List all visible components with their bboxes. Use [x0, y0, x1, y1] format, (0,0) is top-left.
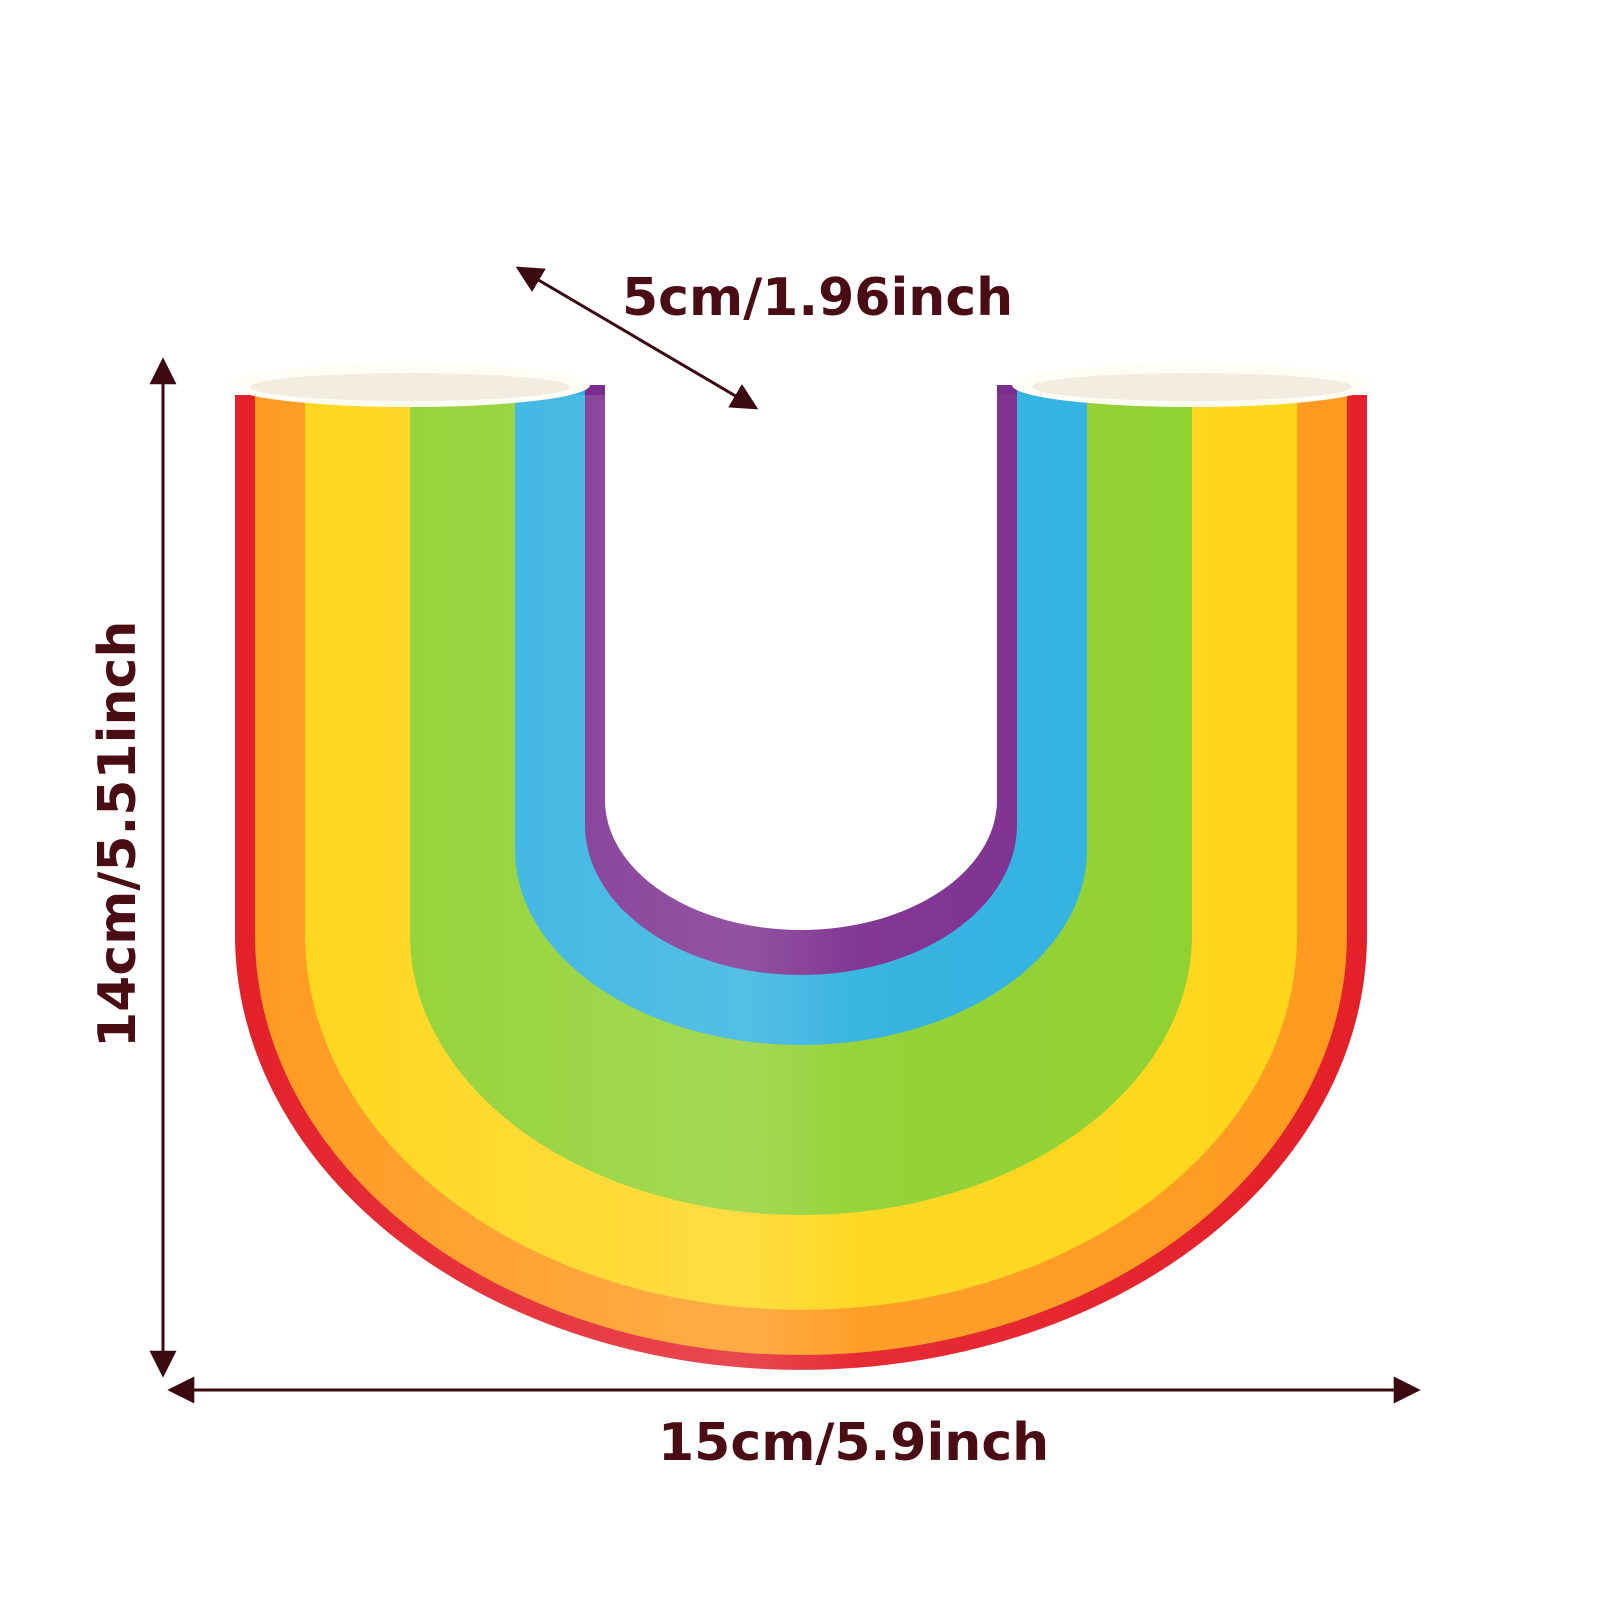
width-dimension-label: 15cm/5.9inch [658, 1413, 1050, 1473]
depth-dimension-label: 5cm/1.96inch [622, 268, 1014, 328]
height-dimension-label: 14cm/5.51inch [88, 620, 148, 1048]
vase-gloss [235, 395, 1367, 1370]
depth-arrow [515, 266, 759, 410]
left-opening [250, 373, 570, 401]
right-opening [1032, 373, 1352, 401]
